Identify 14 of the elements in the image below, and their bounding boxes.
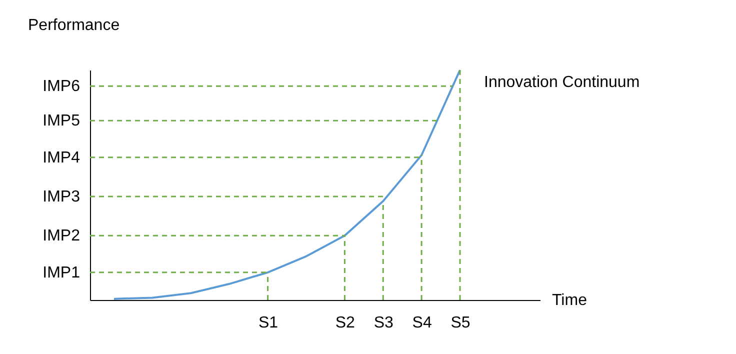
text: Time — [552, 292, 588, 309]
ref-line-label: IMP1 — [42, 264, 80, 282]
ref-line-label: IMP4 — [42, 149, 80, 166]
ref-line-label: IMP6 — [42, 78, 80, 96]
series-label: Innovation Continuum — [484, 74, 640, 91]
ref-line-label: IMP5 — [42, 112, 80, 130]
x-tick-label: S3 — [374, 314, 394, 332]
x-tick-label: S4 — [412, 314, 432, 332]
x-tick-label: S5 — [450, 314, 470, 332]
x-tick-label: S2 — [335, 314, 356, 332]
ref-line-label: IMP3 — [42, 188, 80, 206]
x-tick-label: S1 — [258, 314, 278, 332]
ref-line-label: IMP2 — [42, 228, 80, 245]
y-axis-title: Performance — [28, 17, 120, 34]
